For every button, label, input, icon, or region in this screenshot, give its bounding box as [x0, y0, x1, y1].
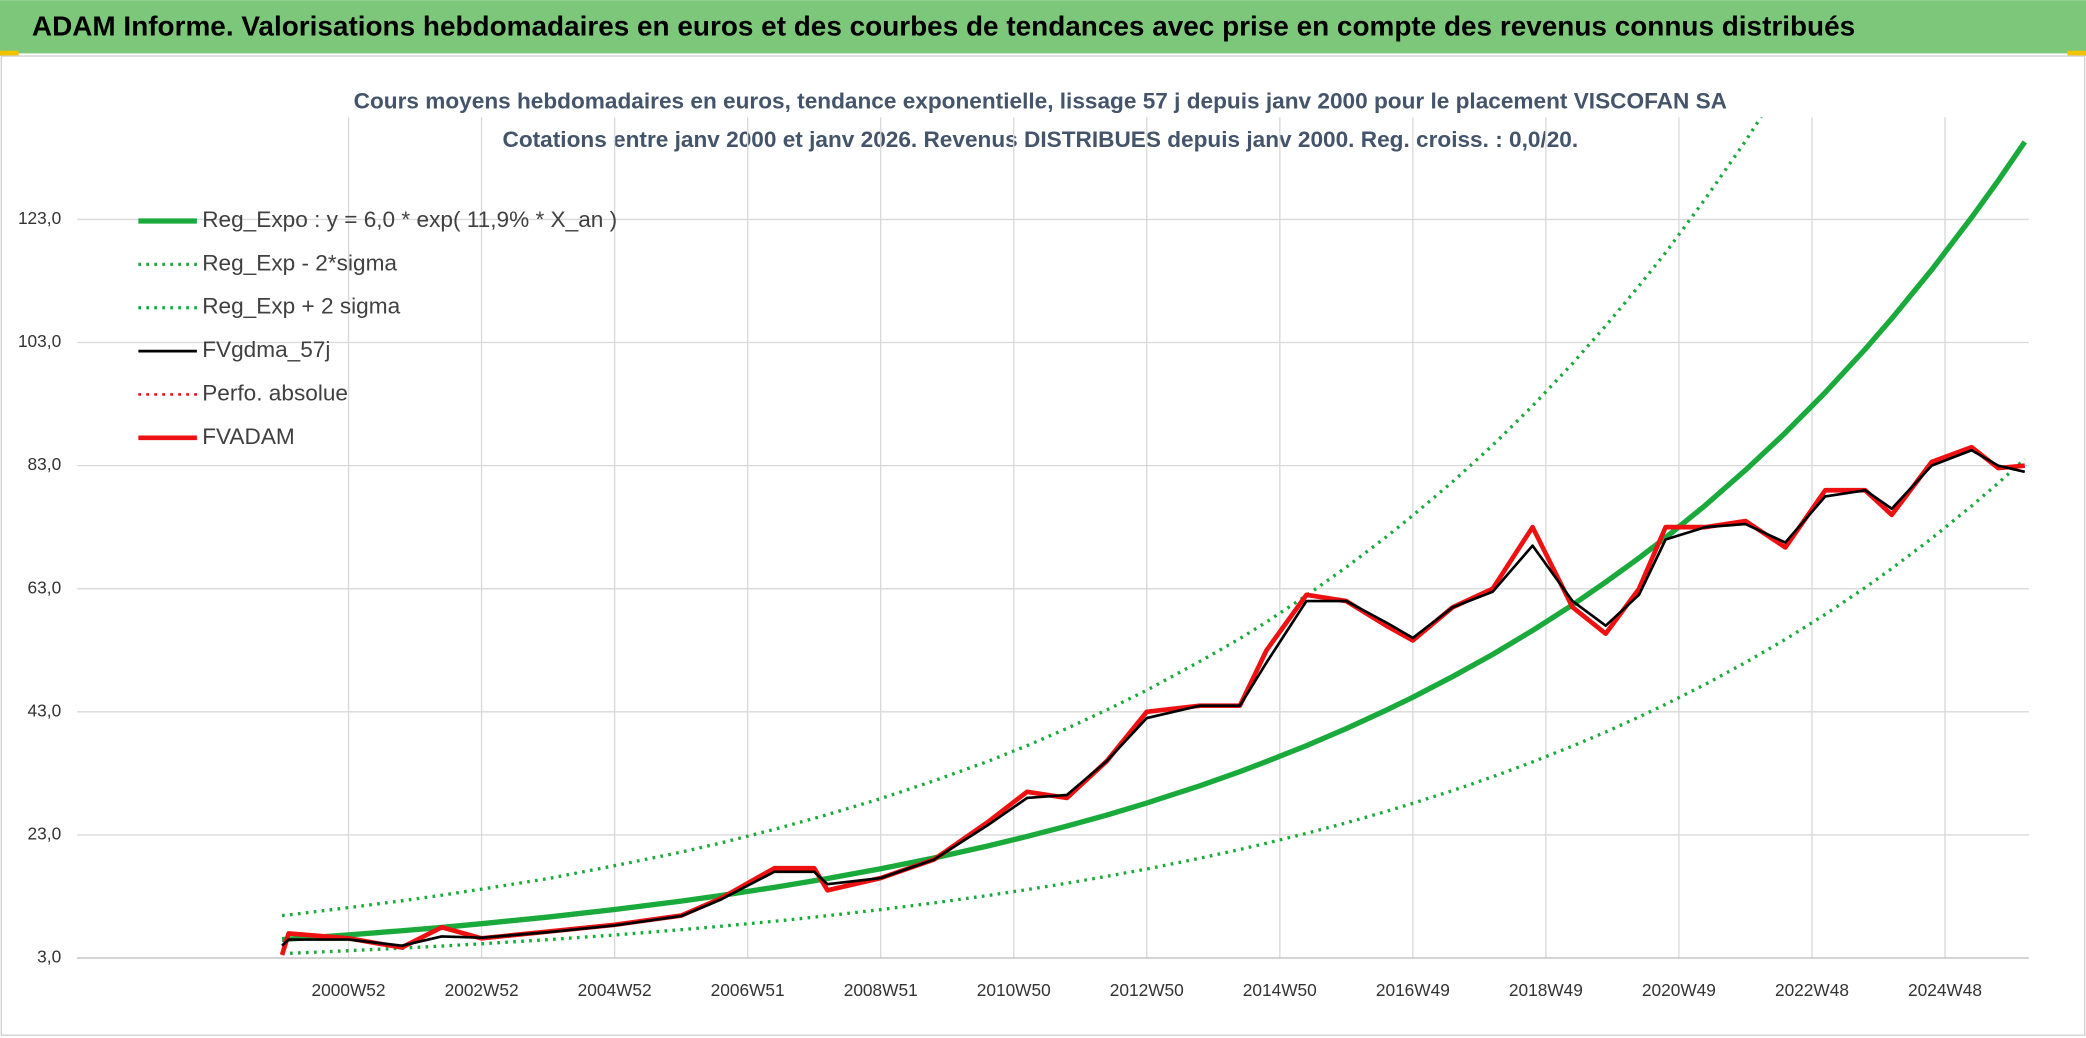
- x-tick-label: 2000W52: [312, 980, 386, 1000]
- x-tick-label: 2002W52: [445, 980, 519, 1000]
- y-tick-label: 23,0: [28, 823, 62, 843]
- x-tick-label: 2012W50: [1110, 980, 1184, 1000]
- x-tick-label: 2024W48: [1908, 980, 1982, 1000]
- legend-label: Reg_Exp + 2 sigma: [202, 294, 400, 319]
- legend-label: FVgdma_57j: [202, 337, 330, 362]
- corner: [0, 50, 19, 57]
- x-tick-label: 2006W51: [711, 980, 785, 1000]
- x-tick-label: 2020W49: [1642, 980, 1716, 1000]
- legend-label: Perfo. absolue: [202, 380, 348, 405]
- chart-subtitle: Cotations entre janv 2000 et janv 2026. …: [503, 127, 1579, 152]
- page-title: ADAM Informe. Valorisations hebdomadaire…: [32, 10, 1855, 41]
- x-tick-label: 2008W51: [844, 980, 918, 1000]
- legend-label: Reg_Expo : y = 6,0 * exp( 11,9% * X_an ): [202, 207, 617, 232]
- y-tick-label: 83,0: [28, 454, 62, 474]
- plot: [279, 117, 2027, 956]
- chart-title: Cours moyens hebdomadaires en euros, ten…: [354, 89, 1727, 114]
- y-tick-label: 103,0: [18, 331, 61, 351]
- series-line: [281, 448, 2026, 947]
- corner: [2067, 50, 2086, 57]
- y-tick-label: 3,0: [37, 947, 61, 967]
- x-tick-label: 2018W49: [1509, 980, 1583, 1000]
- chart-frame: [0, 55, 2086, 1036]
- series-line: [281, 140, 2027, 943]
- y-tick-label: 123,0: [18, 208, 61, 228]
- x-tick-label: 2016W49: [1376, 980, 1450, 1000]
- x-tick-label: 2014W50: [1243, 980, 1317, 1000]
- legend-label: FVADAM: [202, 424, 295, 449]
- title-bar: [0, 0, 2086, 54]
- legend-label: Reg_Exp - 2*sigma: [202, 250, 397, 275]
- x-tick-label: 2022W48: [1775, 980, 1849, 1000]
- series-line: [281, 457, 2026, 956]
- y-tick-label: 43,0: [28, 700, 62, 720]
- x-tick-label: 2010W50: [977, 980, 1051, 1000]
- x-tick-label: 2004W52: [578, 980, 652, 1000]
- y-tick-label: 63,0: [28, 577, 62, 597]
